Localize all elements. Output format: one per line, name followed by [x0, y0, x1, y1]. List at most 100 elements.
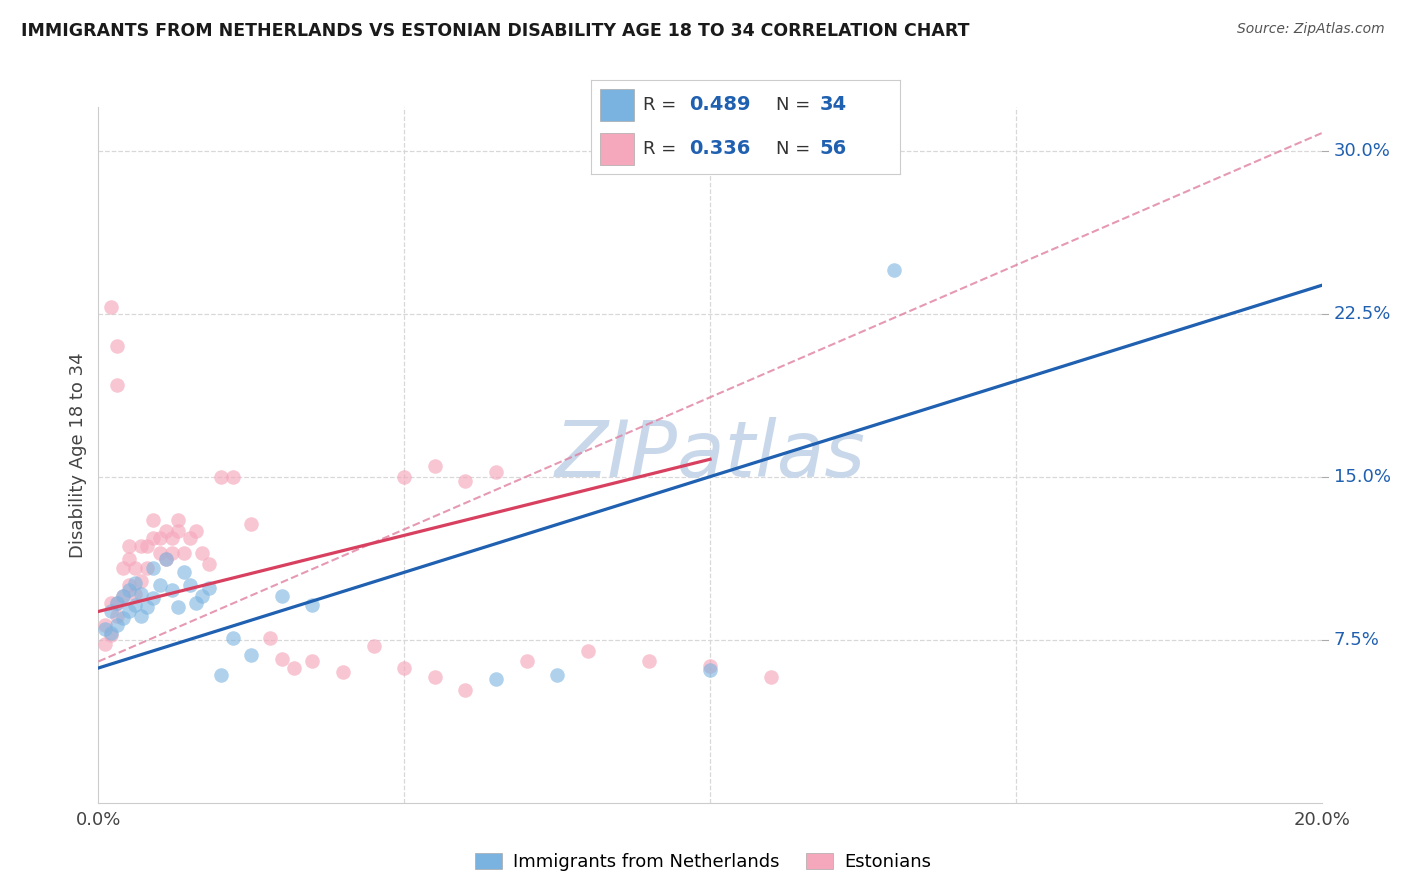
Text: 15.0%: 15.0%	[1334, 467, 1391, 485]
Point	[142, 531, 165, 545]
Y-axis label: Disability Age 18 to 34: Disability Age 18 to 34	[69, 352, 87, 558]
Point	[301, 598, 323, 612]
Point	[118, 539, 141, 553]
Point	[270, 589, 292, 603]
Point	[637, 655, 661, 669]
Point	[100, 626, 122, 640]
Point	[105, 608, 128, 623]
Point	[259, 631, 281, 645]
Point	[392, 661, 416, 675]
Text: 7.5%: 7.5%	[1334, 631, 1379, 648]
Point	[759, 670, 782, 684]
Point	[240, 648, 263, 662]
Point	[883, 263, 905, 277]
Text: R =: R =	[643, 140, 682, 158]
Point	[167, 600, 190, 615]
Point	[118, 582, 141, 597]
Point	[149, 578, 172, 592]
Point	[118, 578, 141, 592]
Text: N =: N =	[776, 95, 815, 113]
Text: 0.489: 0.489	[689, 95, 751, 114]
Point	[100, 596, 122, 610]
Point	[699, 658, 721, 673]
Point	[129, 539, 152, 553]
Point	[142, 591, 165, 606]
Point	[129, 608, 152, 623]
Point	[118, 552, 141, 566]
Point	[699, 663, 721, 677]
Point	[111, 589, 134, 603]
Point	[191, 589, 214, 603]
Point	[136, 561, 159, 575]
Point	[142, 513, 165, 527]
Point	[149, 546, 172, 560]
Point	[149, 531, 172, 545]
Point	[209, 469, 232, 483]
Point	[209, 667, 232, 681]
Point	[124, 587, 146, 601]
Point	[136, 600, 159, 615]
Text: 30.0%: 30.0%	[1334, 142, 1391, 160]
Point	[111, 561, 134, 575]
Point	[124, 598, 146, 612]
Point	[160, 582, 183, 597]
Point	[160, 531, 183, 545]
Point	[93, 622, 115, 636]
Point	[155, 552, 177, 566]
Point	[105, 596, 128, 610]
Text: N =: N =	[776, 140, 815, 158]
Point	[118, 605, 141, 619]
Text: Source: ZipAtlas.com: Source: ZipAtlas.com	[1237, 22, 1385, 37]
Point	[197, 581, 219, 595]
Text: 22.5%: 22.5%	[1334, 304, 1392, 323]
Point	[485, 672, 508, 686]
Point	[93, 637, 115, 651]
Point	[332, 665, 354, 680]
Point	[105, 378, 128, 392]
Bar	[600, 88, 634, 120]
Point	[136, 539, 159, 553]
Text: 34: 34	[820, 95, 846, 114]
Point	[454, 682, 477, 697]
Point	[222, 631, 245, 645]
Point	[423, 670, 446, 684]
Point	[186, 596, 208, 610]
Legend: Immigrants from Netherlands, Estonians: Immigrants from Netherlands, Estonians	[468, 846, 938, 879]
Point	[222, 469, 245, 483]
Point	[111, 589, 134, 603]
Point	[105, 339, 128, 353]
Point	[283, 661, 305, 675]
Point	[270, 652, 292, 666]
Point	[240, 517, 263, 532]
Point	[160, 546, 183, 560]
Point	[124, 561, 146, 575]
Text: 56: 56	[820, 139, 846, 158]
Point	[363, 639, 385, 653]
Point	[423, 458, 446, 473]
Point	[392, 469, 416, 483]
Point	[142, 561, 165, 575]
Text: ZIPatlas: ZIPatlas	[554, 417, 866, 493]
Text: R =: R =	[643, 95, 682, 113]
Point	[167, 513, 190, 527]
Point	[191, 546, 214, 560]
Point	[167, 524, 190, 538]
Text: 0.336: 0.336	[689, 139, 751, 158]
Point	[129, 574, 152, 588]
Bar	[600, 133, 634, 164]
Point	[155, 552, 177, 566]
Point	[93, 617, 115, 632]
Point	[546, 667, 568, 681]
Point	[301, 655, 323, 669]
Point	[179, 578, 201, 592]
Point	[111, 611, 134, 625]
Point	[105, 596, 128, 610]
Point	[124, 576, 146, 591]
Point	[179, 531, 201, 545]
Point	[129, 587, 152, 601]
Point	[105, 617, 128, 632]
Point	[100, 300, 122, 314]
Point	[186, 524, 208, 538]
Point	[173, 566, 195, 580]
Point	[485, 466, 508, 480]
